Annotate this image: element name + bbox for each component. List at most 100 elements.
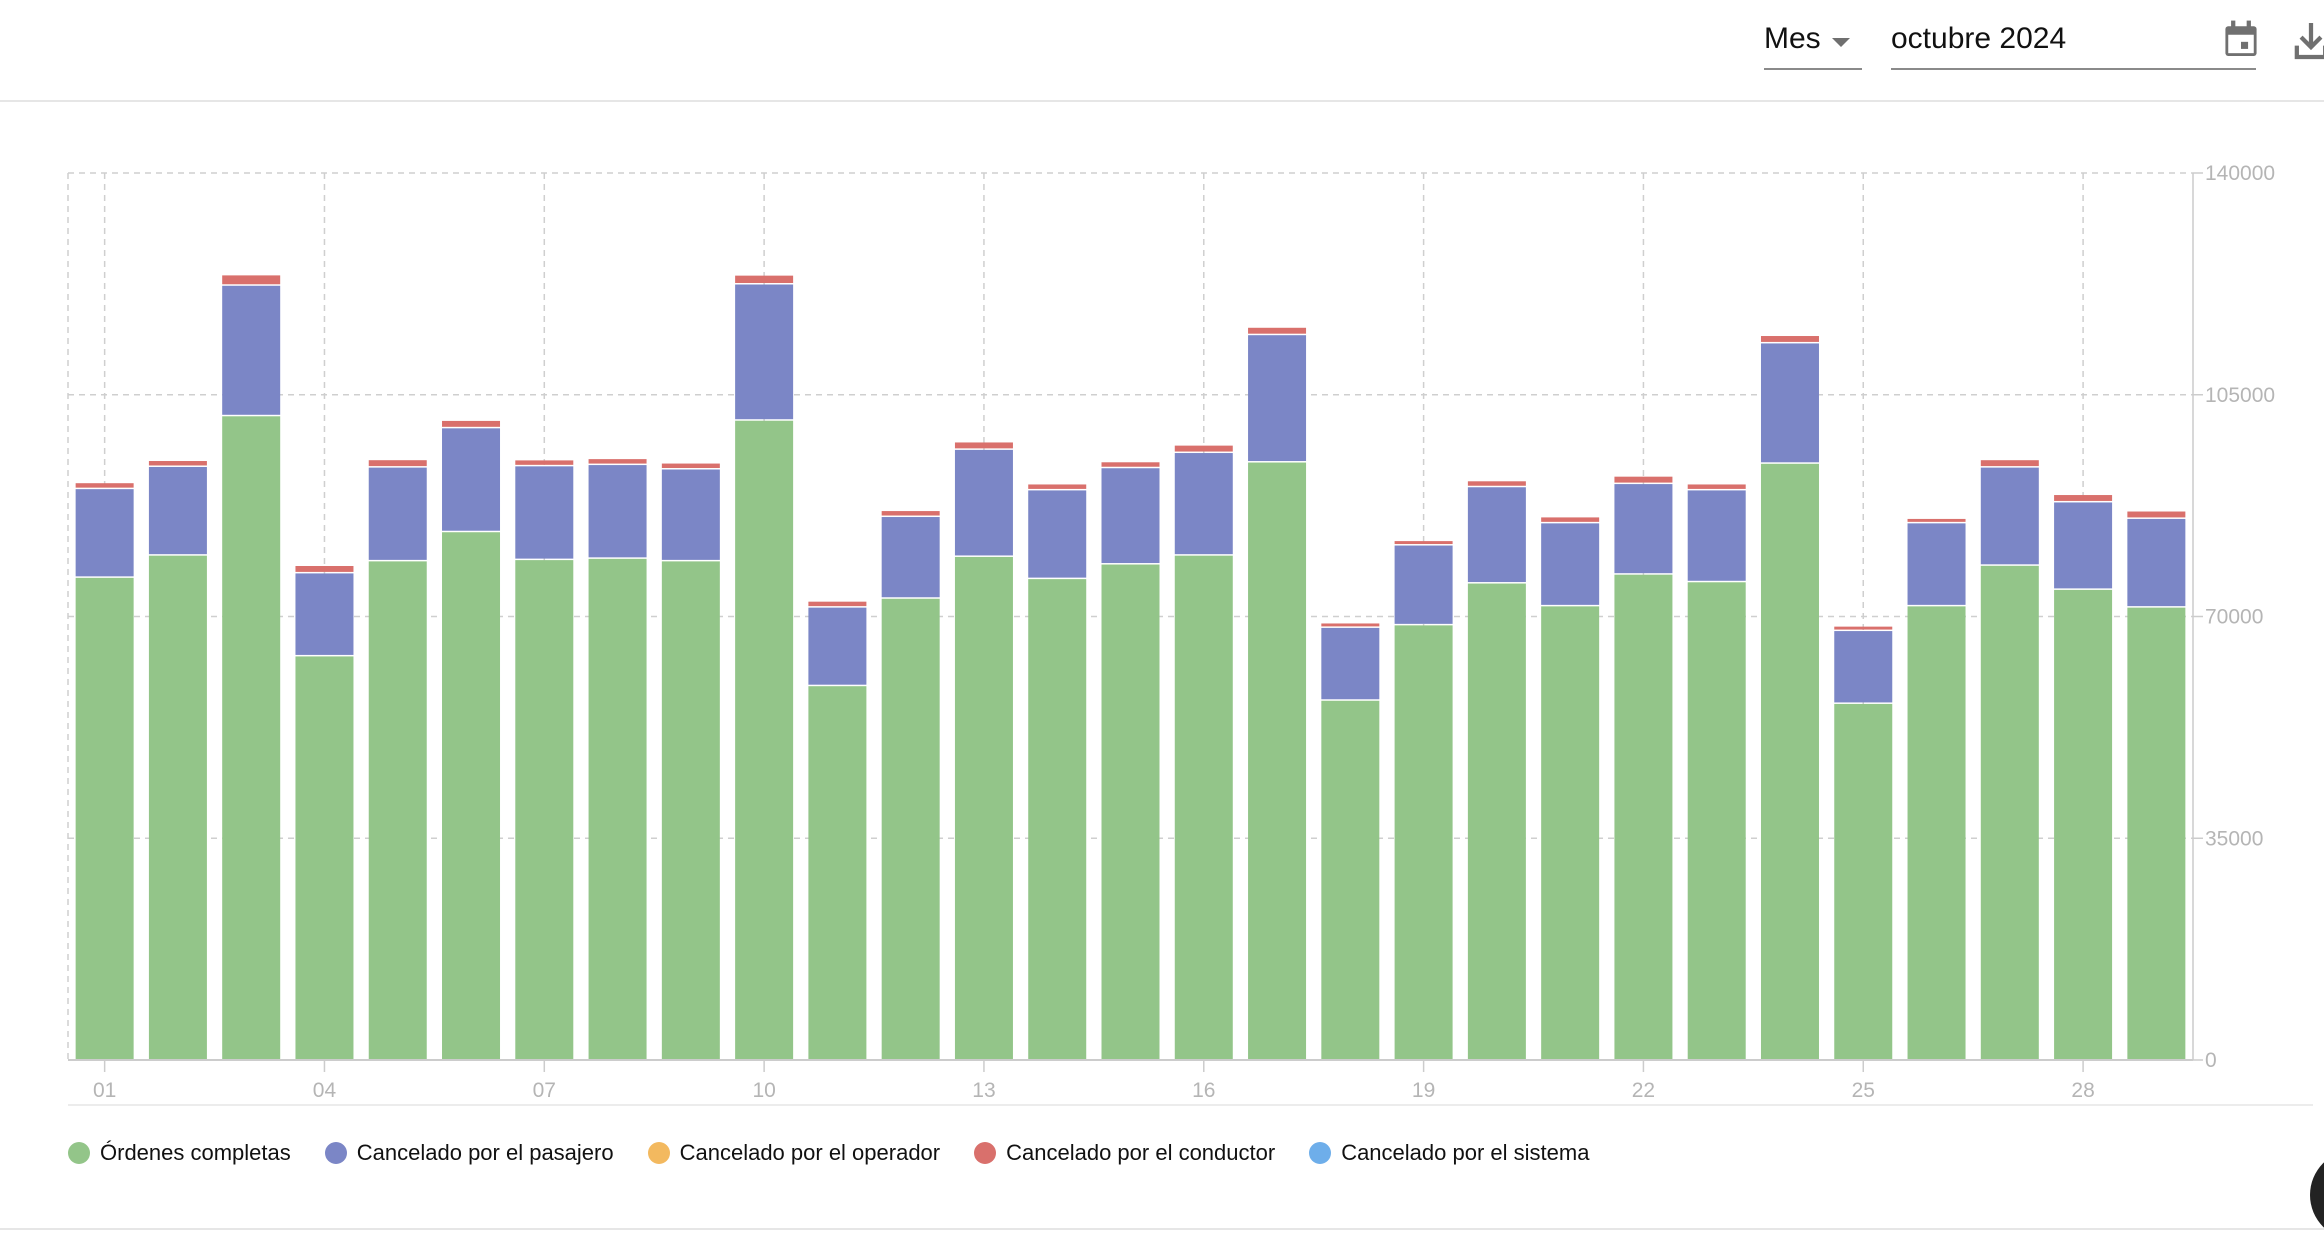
y-tick-label: 105000: [2205, 384, 2275, 407]
date-input[interactable]: octubre 2024: [1891, 18, 2256, 70]
x-tick-label: 10: [752, 1079, 775, 1102]
bar-segment: [881, 511, 940, 516]
bar-segment: [1321, 623, 1380, 627]
legend-item[interactable]: Cancelado por el conductor: [974, 1140, 1275, 1166]
bar-segment: [1834, 626, 1893, 630]
bar-segment: [1980, 460, 2039, 467]
bar-segment: [1321, 700, 1380, 1060]
bar-segment: [1614, 574, 1673, 1060]
bar-segment: [588, 459, 647, 464]
bar-segment: [1028, 490, 1087, 578]
bar-segment: [661, 469, 720, 560]
x-tick-label: 13: [972, 1079, 995, 1102]
bar-stack-26: [1907, 518, 1966, 1060]
bar-segment: [2127, 518, 2186, 607]
bar-segment: [1614, 476, 1673, 483]
x-tick-label: 19: [1412, 1079, 1435, 1102]
bar-segment: [295, 573, 354, 655]
bar-segment: [222, 416, 281, 1060]
legend-dot-icon: [324, 1142, 347, 1164]
bar-segment: [1394, 541, 1453, 545]
bar-segment: [1687, 490, 1746, 581]
legend-item[interactable]: Cancelado por el operador: [647, 1140, 941, 1166]
bar-segment: [1028, 484, 1087, 489]
x-tick-label: 28: [2071, 1079, 2094, 1102]
bar-stack-07: [515, 460, 574, 1060]
bar-segment: [1321, 627, 1380, 700]
bar-segment: [1101, 468, 1160, 564]
bar-segment: [2127, 607, 2186, 1060]
bar-segment: [1541, 517, 1600, 522]
bar-segment: [1101, 462, 1160, 467]
bar-segment: [295, 566, 354, 572]
bar-segment: [75, 483, 134, 488]
x-tick-label: 01: [93, 1079, 116, 1102]
bar-segment: [1467, 481, 1526, 486]
bar-stack-03: [222, 275, 281, 1060]
bar-stack-29: [2127, 511, 2186, 1060]
bar-segment: [954, 449, 1013, 556]
bar-segment: [1248, 335, 1307, 462]
date-input-value: octubre 2024: [1891, 22, 2067, 55]
bar-segment: [2054, 495, 2113, 501]
bar-segment: [148, 461, 207, 466]
bar-segment: [442, 532, 501, 1060]
bar-stack-15: [1101, 462, 1160, 1060]
x-tick-label: 25: [1852, 1079, 1875, 1102]
bar-segment: [1907, 523, 1966, 605]
bar-stack-08: [588, 459, 647, 1060]
legend-label: Cancelado por el conductor: [1006, 1140, 1276, 1165]
bar-stack-11: [808, 601, 867, 1060]
calendar-icon[interactable]: [2224, 20, 2258, 58]
bar-stack-05: [368, 460, 427, 1060]
bar-segment: [808, 601, 867, 607]
bar-stack-14: [1028, 484, 1087, 1060]
bar-stack-12: [881, 511, 940, 1060]
bar-segment: [148, 466, 207, 555]
bar-segment: [368, 467, 427, 560]
bar-stack-02: [148, 461, 207, 1060]
bar-segment: [1248, 327, 1307, 334]
bar-segment: [954, 442, 1013, 449]
bar-segment: [1467, 583, 1526, 1060]
bar-segment: [1174, 453, 1233, 555]
bar-segment: [1174, 555, 1233, 1060]
bar-segment: [1541, 606, 1600, 1060]
bar-segment: [515, 560, 574, 1060]
bar-segment: [295, 656, 354, 1060]
bar-segment: [442, 420, 501, 427]
toolbar: Mes octubre 2024: [0, 0, 2324, 102]
bar-segment: [222, 285, 281, 415]
legend-label: Cancelado por el operador: [679, 1140, 941, 1165]
bar-segment: [442, 428, 501, 531]
bar-segment: [1760, 343, 1819, 463]
bar-segment: [1394, 625, 1453, 1060]
bar-segment: [588, 465, 647, 558]
legend-item[interactable]: Órdenes completas: [68, 1140, 291, 1166]
legend-item[interactable]: Cancelado por el sistema: [1309, 1140, 1589, 1166]
legend-label: Órdenes completas: [100, 1140, 291, 1165]
bar-segment: [75, 577, 134, 1060]
divider: [0, 1228, 2324, 1230]
bar-segment: [881, 517, 940, 598]
x-tick-label: 22: [1632, 1079, 1655, 1102]
y-tick-label: 0: [2205, 1049, 2217, 1072]
bar-segment: [1760, 336, 1819, 342]
legend-item[interactable]: Cancelado por el pasajero: [324, 1140, 614, 1166]
bar-segment: [1760, 463, 1819, 1060]
period-select[interactable]: Mes: [1764, 18, 1862, 70]
bar-segment: [735, 420, 794, 1060]
bar-segment: [735, 284, 794, 420]
chart-legend: Órdenes completas Cancelado por el pasaje…: [68, 1140, 1589, 1166]
y-tick-label: 140000: [2205, 162, 2275, 185]
bar-segment: [2054, 589, 2113, 1060]
bar-stack-09: [661, 463, 720, 1060]
download-icon[interactable]: [2294, 20, 2324, 60]
x-tick-label: 04: [313, 1079, 337, 1102]
bar-segment: [1834, 703, 1893, 1060]
bar-segment: [808, 686, 867, 1060]
x-tick-label: 16: [1192, 1079, 1215, 1102]
bar-segment: [1467, 487, 1526, 583]
bar-stack-06: [442, 420, 501, 1060]
bar-segment: [1394, 545, 1453, 624]
